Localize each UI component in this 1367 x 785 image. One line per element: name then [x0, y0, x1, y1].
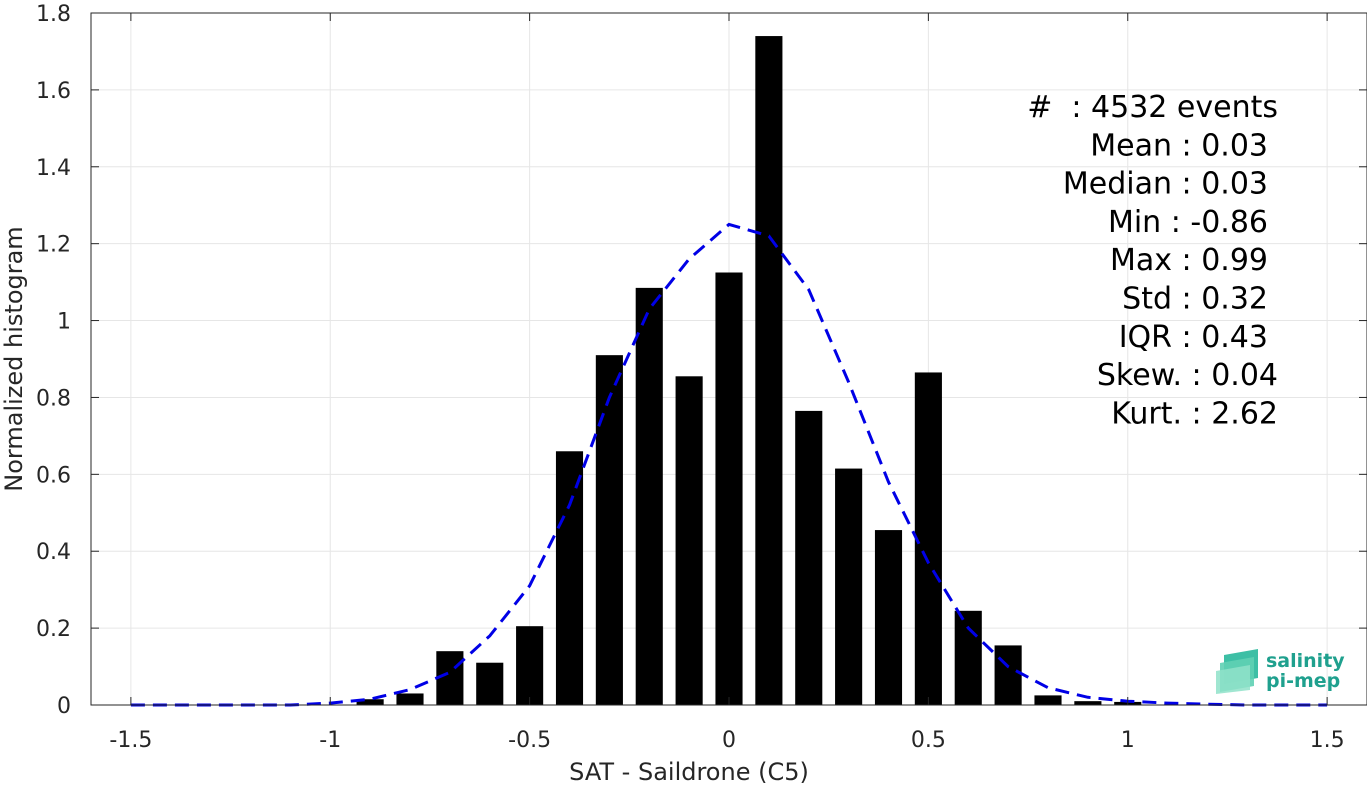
histogram-bar [715, 272, 743, 705]
y-tick-label: 1.4 [36, 156, 71, 181]
x-tick-label: -0.5 [508, 728, 551, 753]
x-tick-label: 0.5 [911, 728, 946, 753]
histogram-bar [755, 36, 783, 706]
y-tick-label: 0.4 [36, 540, 71, 565]
x-tick-label: 1 [1121, 728, 1135, 753]
y-tick-label: 1.2 [36, 233, 71, 258]
histogram-bar [555, 451, 584, 705]
histogram-bar [835, 468, 863, 705]
histogram-bar [1074, 701, 1102, 705]
stat-line: Mean : 0.03 [1090, 128, 1268, 163]
stat-line: Min : -0.86 [1108, 205, 1268, 240]
histogram-bar [795, 410, 823, 705]
y-tick-label: 0.8 [36, 386, 71, 411]
stat-line: Std : 0.32 [1122, 282, 1268, 317]
salinity-pi-mep-logo: salinity pi-mep [1216, 649, 1345, 694]
histogram-bar [994, 645, 1022, 705]
axis-ticks: -1.5 -1 -0.5 0 0.5 1 1.5 0 0.2 0.4 0.6 0.8 1 1.2 1.4 1.… [36, 2, 1367, 753]
y-tick-label: 0 [57, 694, 71, 719]
x-tick-label: -1.5 [109, 728, 152, 753]
y-tick-label: 1.6 [36, 79, 71, 104]
histogram-bar [595, 355, 623, 705]
logo-line2: pi-mep [1266, 670, 1340, 692]
histogram-bar [635, 287, 663, 705]
histogram-bar [954, 610, 982, 705]
x-tick-label: -1 [319, 728, 341, 753]
histogram-bar [396, 693, 424, 705]
stat-line: # : 4532 events [1027, 90, 1278, 125]
y-tick-label: 1.8 [36, 2, 71, 27]
stat-line: IQR : 0.43 [1119, 320, 1268, 355]
histogram-bar [1034, 695, 1062, 705]
x-tick-label: 0 [722, 728, 736, 753]
histogram-bar [476, 662, 504, 705]
y-tick-label: 0.6 [36, 463, 71, 488]
logo-line1: salinity [1266, 650, 1345, 672]
y-tick-label: 0.2 [36, 617, 71, 642]
histogram-bar [436, 651, 464, 705]
histogram-bars [356, 36, 1142, 706]
y-axis-label: Normalized histogram [0, 226, 28, 491]
histogram-bar [874, 530, 903, 705]
histogram-bar [516, 626, 544, 705]
x-tick-label: 1.5 [1310, 728, 1345, 753]
stat-line: Skew. : 0.04 [1097, 358, 1278, 393]
histogram-bar [356, 699, 384, 705]
y-tick-label: 1 [57, 310, 71, 335]
stat-line: Median : 0.03 [1063, 167, 1268, 202]
logo-graphic-icon [1216, 649, 1258, 694]
x-axis-label: SAT - Saildrone (C5) [569, 758, 809, 785]
stat-line: Kurt. : 2.62 [1111, 396, 1278, 431]
histogram-bar [914, 372, 942, 705]
histogram-bar [675, 376, 703, 705]
stat-line: Max : 0.99 [1110, 243, 1268, 278]
